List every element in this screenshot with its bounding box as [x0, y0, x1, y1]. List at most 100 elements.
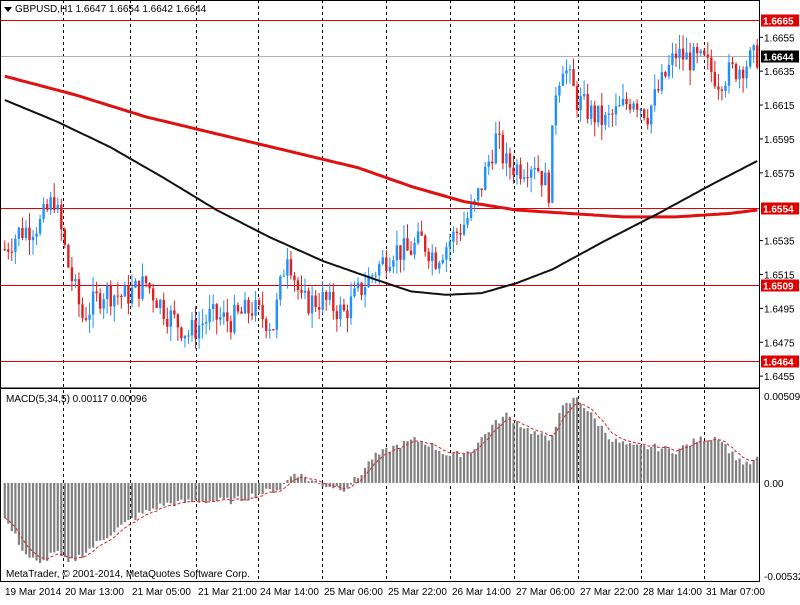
candle-body — [561, 73, 565, 86]
macd-bar — [738, 458, 741, 483]
macd-bar — [424, 444, 427, 483]
candle-body — [646, 118, 649, 125]
candle-body — [501, 134, 505, 164]
candle-body — [752, 45, 755, 51]
candle-body — [618, 105, 621, 107]
candle-body — [257, 300, 261, 306]
macd-bar — [226, 482, 229, 498]
macd-bar — [713, 437, 716, 483]
macd-bar — [646, 449, 649, 483]
candle-body — [264, 319, 268, 331]
macd-bar — [462, 453, 466, 483]
candle-body — [692, 47, 695, 71]
candle-body — [695, 47, 699, 54]
candle-body — [190, 319, 194, 336]
macd-bar — [342, 482, 346, 492]
symbol-header: GBPUSD,H1 1.6647 1.6654 1.6642 1.6644 — [4, 4, 206, 15]
macd-bar — [628, 442, 632, 483]
macd-bar — [618, 442, 621, 483]
candle-body — [388, 266, 392, 272]
macd-bar — [289, 476, 293, 483]
macd-bar — [445, 455, 448, 483]
macd-bar — [14, 482, 17, 534]
macd-bar — [742, 464, 745, 483]
candle-body — [498, 133, 501, 135]
macd-bar — [409, 439, 413, 483]
candle-body — [159, 299, 162, 309]
macd-signal-line — [4, 402, 758, 560]
candle-body — [268, 329, 271, 331]
macd-bar — [99, 482, 102, 541]
candle-body — [734, 64, 738, 80]
candle-body — [88, 314, 91, 320]
macd-bar — [42, 482, 45, 561]
price-tick-label: 1.6495 — [764, 304, 795, 315]
macd-bar — [431, 443, 434, 483]
candle-body — [741, 69, 745, 79]
candle-body — [67, 244, 70, 268]
candle-body — [455, 231, 459, 234]
price-tick-label: 1.6455 — [764, 372, 795, 383]
macd-bar — [522, 428, 526, 483]
macd-bar — [459, 456, 462, 483]
macd-bar — [169, 482, 172, 504]
macd-bar — [240, 482, 243, 502]
time-axis-label: 24 Mar 14:00 — [260, 587, 319, 598]
candle-body — [349, 296, 353, 319]
macd-bar — [416, 442, 420, 483]
macd-bar — [21, 482, 24, 551]
macd-bar — [600, 425, 603, 483]
candle-body — [166, 318, 169, 327]
price-tick-label: 1.6475 — [764, 338, 795, 349]
candle-body — [671, 53, 674, 65]
candle-body — [448, 241, 452, 248]
candle-body — [416, 231, 420, 243]
macd-bar — [77, 482, 81, 555]
candle-body — [505, 153, 508, 164]
candle-body — [529, 169, 533, 178]
candle-body — [537, 168, 540, 171]
macd-bar — [56, 482, 59, 551]
candle-body — [381, 257, 384, 265]
macd-bar — [561, 405, 565, 483]
candle-body — [374, 275, 377, 277]
candle-body — [356, 282, 360, 289]
candle-body — [286, 259, 289, 276]
candle-body — [317, 307, 321, 310]
candle-body — [17, 227, 21, 239]
candle-body — [607, 113, 611, 115]
candle-body — [399, 245, 402, 260]
candle-body — [346, 310, 349, 319]
candle-body — [487, 161, 490, 167]
candle-body — [572, 69, 575, 87]
macd-bar — [113, 482, 116, 533]
macd-bar — [106, 482, 109, 539]
macd-bar — [321, 482, 324, 487]
symbol-label: GBPUSD,H1 — [15, 4, 73, 15]
macd-bar — [123, 482, 126, 523]
candle-body — [738, 69, 741, 80]
current-price-tag — [761, 50, 799, 63]
candle-body — [208, 309, 211, 322]
level-price-label: 1.6665 — [763, 17, 794, 28]
ohlc-close: 1.6644 — [175, 4, 207, 15]
candle-body — [402, 238, 406, 260]
macd-bar — [374, 452, 377, 483]
macd-bar — [300, 473, 303, 483]
candle-body — [211, 304, 215, 310]
candle-body — [519, 164, 522, 179]
macd-bar — [621, 441, 625, 483]
macd-bar — [215, 482, 218, 502]
price-axis: 1.6655 1.6635 1.6615 1.6595 1.6575 1.6535 1.65… — [759, 33, 795, 383]
candle-body — [522, 177, 526, 179]
macd-bar — [477, 442, 480, 483]
candle-body — [106, 285, 109, 300]
dropdown-triangle-icon[interactable] — [4, 6, 12, 12]
time-axis-label: 27 Mar 06:00 — [516, 587, 575, 598]
macd-bar — [667, 448, 671, 483]
macd-bar — [487, 432, 490, 483]
candle-body — [392, 260, 395, 267]
candle-body — [279, 276, 282, 300]
